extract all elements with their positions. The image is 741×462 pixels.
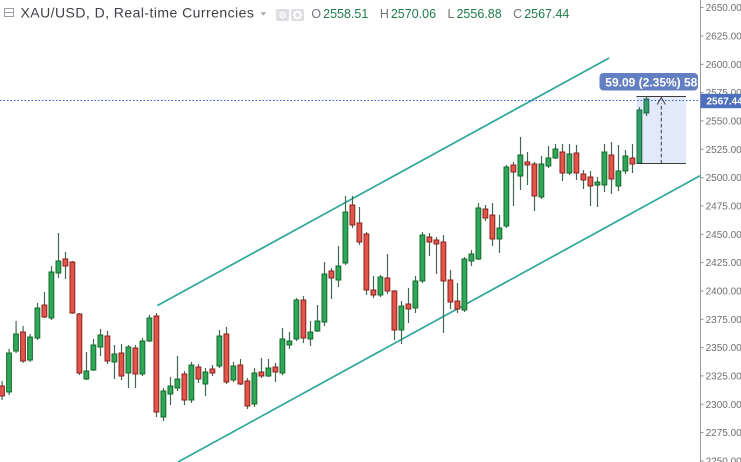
svg-text:2300.00: 2300.00 xyxy=(706,400,741,411)
svg-text:2575.00: 2575.00 xyxy=(706,88,741,99)
svg-text:2250.00: 2250.00 xyxy=(706,457,741,462)
svg-text:2500.00: 2500.00 xyxy=(706,173,741,184)
svg-text:2375.00: 2375.00 xyxy=(706,315,741,326)
svg-text:2450.00: 2450.00 xyxy=(706,230,741,241)
svg-text:2650.00: 2650.00 xyxy=(706,3,741,14)
svg-text:2325.00: 2325.00 xyxy=(706,372,741,383)
svg-text:2525.00: 2525.00 xyxy=(706,145,741,156)
svg-text:2425.00: 2425.00 xyxy=(706,258,741,269)
svg-text:2625.00: 2625.00 xyxy=(706,32,741,43)
svg-text:2567.44: 2567.44 xyxy=(707,97,741,108)
svg-text:XAU/USD, D, Real-time Currenci: XAU/USD, D, Real-time Currencies xyxy=(21,4,255,20)
svg-text:2400.00: 2400.00 xyxy=(706,287,741,298)
svg-text:2350.00: 2350.00 xyxy=(706,343,741,354)
svg-text:2275.00: 2275.00 xyxy=(706,428,741,439)
svg-text:2475.00: 2475.00 xyxy=(706,202,741,213)
svg-text:2600.00: 2600.00 xyxy=(706,60,741,71)
svg-text:2550.00: 2550.00 xyxy=(706,117,741,128)
svg-text:59.09 (2.35%) 58: 59.09 (2.35%) 58 xyxy=(605,75,697,89)
